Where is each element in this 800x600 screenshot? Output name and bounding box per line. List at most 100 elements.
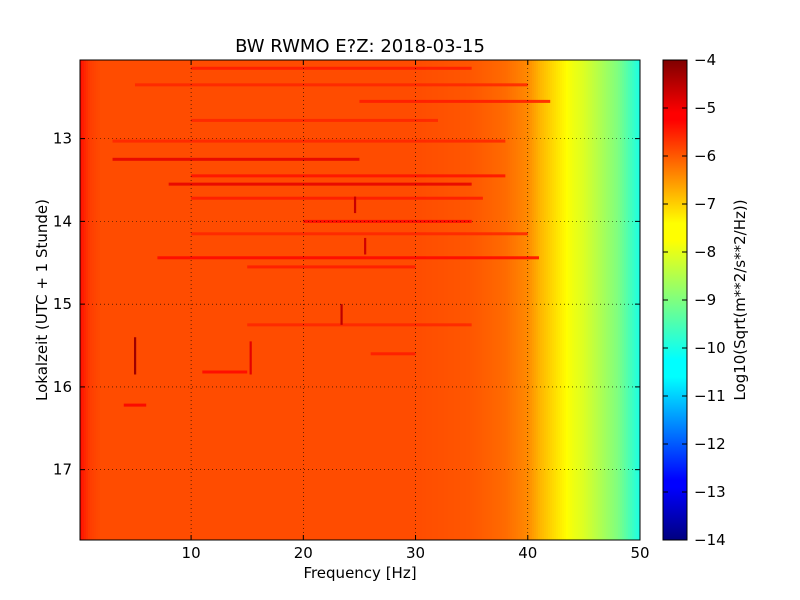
colorbar-tick-label: −9 <box>694 291 716 309</box>
spectrogram-column <box>218 60 221 540</box>
spectrogram-column <box>154 60 157 540</box>
spectral-band <box>191 232 528 236</box>
spectrogram-column <box>474 60 477 540</box>
spectrogram-column <box>568 60 571 540</box>
spectrogram-column <box>550 60 553 540</box>
spectrogram-column <box>240 60 243 540</box>
spectrogram-column <box>182 60 185 540</box>
spectrogram-column <box>84 60 87 540</box>
spectrogram-column <box>428 60 431 540</box>
spectrogram-column <box>112 60 115 540</box>
spectrogram-column <box>638 60 640 540</box>
spectrogram-column <box>622 60 625 540</box>
spectrogram-column <box>488 60 491 540</box>
spectrogram-column <box>614 60 617 540</box>
spectrogram-column <box>576 60 579 540</box>
spectrogram-column <box>316 60 319 540</box>
spectrogram-column <box>144 60 147 540</box>
spectral-band <box>191 66 472 70</box>
spectrogram-column <box>326 60 329 540</box>
spectrogram-column <box>152 60 155 540</box>
spectrogram-column <box>188 60 191 540</box>
chart-title: BW RWMO E?Z: 2018-03-15 <box>235 36 485 57</box>
spectrogram-column <box>110 60 113 540</box>
spectrogram-column <box>426 60 429 540</box>
spectrogram-column <box>202 60 205 540</box>
colorbar-tick-label: −14 <box>694 531 726 549</box>
spectrogram-column <box>214 60 217 540</box>
spectrogram-column <box>168 60 171 540</box>
spectrogram-column <box>334 60 337 540</box>
spectrogram-column <box>584 60 587 540</box>
spectrogram-column <box>452 60 455 540</box>
spectrogram-column <box>558 60 561 540</box>
spectrogram-column <box>406 60 409 540</box>
spectrogram-column <box>606 60 609 540</box>
spectrogram-column <box>602 60 605 540</box>
spectrogram-column <box>160 60 163 540</box>
spectrogram-column <box>626 60 629 540</box>
spectrogram-column <box>422 60 425 540</box>
spectrogram-column <box>320 60 323 540</box>
spectrogram-column <box>318 60 321 540</box>
spectrogram-column <box>628 60 631 540</box>
spectrogram-column <box>198 60 201 540</box>
spectrogram-column <box>610 60 613 540</box>
spectrogram-column <box>520 60 523 540</box>
spectrogram-column <box>128 60 131 540</box>
spectrogram-column <box>124 60 127 540</box>
spectrogram-column <box>232 60 235 540</box>
spectrogram-column <box>82 60 85 540</box>
spectrogram-column <box>184 60 187 540</box>
spectrogram-column <box>468 60 471 540</box>
spectrogram-column <box>534 60 537 540</box>
spectrogram-column <box>352 60 355 540</box>
spectrogram-column <box>374 60 377 540</box>
spectrogram-column <box>572 60 575 540</box>
spectrogram-column <box>484 60 487 540</box>
spectrogram-column <box>294 60 297 540</box>
spectrogram-column <box>336 60 339 540</box>
colorbar-tick-label: −5 <box>694 99 716 117</box>
spectrogram-column <box>376 60 379 540</box>
spectrogram-column <box>400 60 403 540</box>
spectrogram-column <box>582 60 585 540</box>
spectrogram-column <box>500 60 503 540</box>
spectrogram-column <box>120 60 123 540</box>
spectrogram-column <box>586 60 589 540</box>
spectrogram-column <box>174 60 177 540</box>
spectral-band <box>370 352 416 356</box>
spectrogram-column <box>324 60 327 540</box>
spectrogram-column <box>104 60 107 540</box>
transient-event <box>353 196 357 214</box>
spectrogram-column <box>348 60 351 540</box>
spectrogram-column <box>530 60 533 540</box>
spectrogram-column <box>98 60 101 540</box>
spectrogram-column <box>236 60 239 540</box>
spectral-band <box>168 182 472 186</box>
spectrogram-column <box>464 60 467 540</box>
spectrogram-column <box>138 60 141 540</box>
spectrogram-column <box>612 60 615 540</box>
x-tick-label: 50 <box>630 544 649 562</box>
spectral-band <box>123 403 147 407</box>
spectrogram-column <box>314 60 317 540</box>
spectrogram-column <box>418 60 421 540</box>
spectrogram-column <box>146 60 149 540</box>
spectrogram-column <box>548 60 551 540</box>
colorbar-label: Log10(Sqrt(m**2/s**2/Hz)) <box>731 199 749 400</box>
spectrogram-column <box>88 60 91 540</box>
spectrogram-column <box>438 60 441 540</box>
spectrogram-column <box>222 60 225 540</box>
spectrogram-column <box>566 60 569 540</box>
spectrogram-column <box>304 60 307 540</box>
spectrogram-column <box>540 60 543 540</box>
spectrogram-column <box>388 60 391 540</box>
spectrogram-column <box>486 60 489 540</box>
spectrogram-column <box>256 60 259 540</box>
x-axis: 10 20 30 40 50 <box>182 60 650 562</box>
spectrogram-column <box>592 60 595 540</box>
spectrogram-column <box>238 60 241 540</box>
spectral-band <box>359 99 551 103</box>
spectral-band <box>247 323 472 327</box>
